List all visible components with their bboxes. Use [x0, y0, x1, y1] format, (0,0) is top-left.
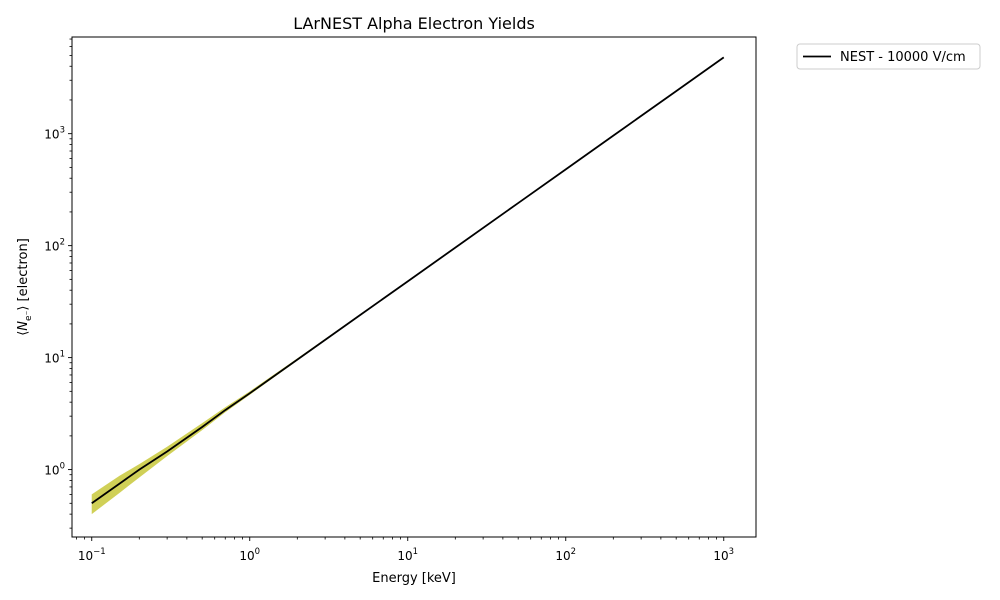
x-tick-label-4: 103 [713, 547, 734, 563]
plot-frame [71, 36, 757, 538]
y-tick-label-2: 102 [44, 238, 65, 254]
y-axis-label-close: ⟩ [electron] [16, 238, 31, 310]
x-tick-label-3: 102 [555, 547, 576, 563]
y-axis-label: ⟨Ne⁻⟩ [electron] [16, 238, 34, 336]
y-axis-label-symbol: N [16, 321, 31, 331]
y-axis-ticks: 100 101 102 103 [44, 38, 72, 529]
x-tick-label-2: 101 [397, 547, 418, 563]
chart-title: LArNEST Alpha Electron Yields [293, 14, 535, 33]
x-axis-label: Energy [keV] [372, 571, 456, 586]
legend: NEST - 10000 V/cm [796, 43, 981, 70]
y-axis-label-open: ⟨ [16, 331, 31, 336]
series-lines [91, 56, 725, 505]
x-tick-label-0: 10−1 [78, 547, 106, 563]
legend-entry-label: NEST - 10000 V/cm [840, 50, 966, 65]
y-axis-label-sub: e⁻ [24, 310, 34, 321]
series-line-0 [91, 56, 725, 505]
x-tick-label-1: 100 [239, 547, 260, 563]
x-axis-ticks: 10−1 100 101 102 103 [76, 537, 734, 563]
legend-box [796, 43, 981, 70]
y-tick-label-3: 103 [44, 126, 65, 142]
y-tick-label-1: 101 [44, 350, 65, 366]
y-tick-label-0: 100 [44, 462, 65, 478]
